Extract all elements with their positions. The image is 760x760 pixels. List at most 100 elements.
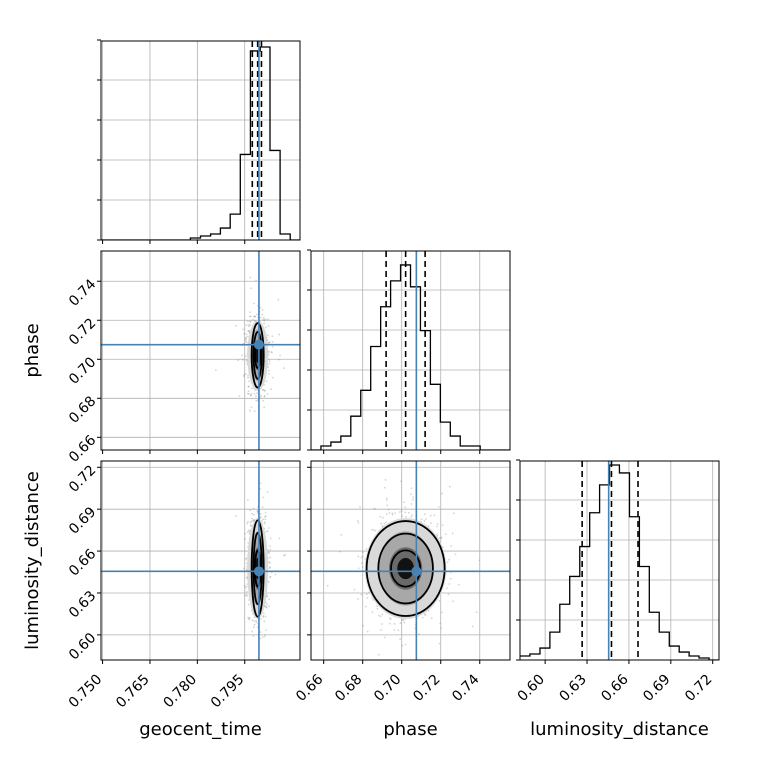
- sample-point: [255, 621, 258, 624]
- sample-point: [269, 561, 272, 564]
- y-axis-label-phase: phase: [22, 323, 43, 377]
- sample-point: [262, 319, 264, 321]
- sample-point: [265, 606, 268, 609]
- sample-point: [278, 333, 281, 336]
- sample-point: [453, 512, 455, 515]
- sample-point: [368, 591, 371, 594]
- sample-point: [246, 577, 248, 580]
- sample-point: [424, 614, 427, 616]
- sample-point: [253, 315, 256, 318]
- sample-point: [441, 524, 444, 527]
- sample-point: [256, 510, 259, 513]
- sample-point: [380, 629, 382, 631]
- sample-point: [247, 385, 250, 388]
- sample-point: [265, 606, 268, 608]
- sample-point: [449, 485, 451, 488]
- sample-point: [246, 522, 249, 525]
- sample-point: [245, 333, 248, 336]
- sample-point: [261, 308, 264, 311]
- sample-point: [381, 613, 384, 616]
- panel-content: [520, 461, 719, 660]
- panel-content: [101, 251, 300, 450]
- sample-point: [357, 521, 360, 524]
- sample-point: [253, 315, 256, 318]
- sample-point: [235, 324, 237, 327]
- sample-point: [252, 513, 255, 516]
- sample-point: [269, 548, 272, 551]
- sample-point: [389, 618, 392, 621]
- sample-point: [261, 636, 264, 638]
- sample-point: [410, 487, 413, 490]
- sample-point: [359, 506, 361, 508]
- sample-point: [265, 380, 268, 382]
- sample-point: [427, 525, 430, 527]
- sample-point: [279, 354, 281, 357]
- sample-point: [247, 616, 250, 619]
- sample-point: [440, 536, 443, 539]
- sample-point: [268, 341, 270, 344]
- hist-panel-luminosity_distance: 0.60 0.63 0.66 0.69 0.72: [515, 459, 720, 705]
- x-axis-label-geocent_time: geocent_time: [139, 719, 262, 740]
- panel-content: [311, 461, 510, 660]
- sample-point: [400, 480, 403, 483]
- y-tick-label: 0.68: [66, 393, 99, 426]
- x-tick-label: 0.68: [332, 672, 365, 705]
- sample-point: [248, 616, 251, 619]
- sample-point: [243, 584, 246, 587]
- sample-point: [418, 633, 420, 636]
- sample-point: [449, 577, 452, 580]
- sample-point: [404, 515, 407, 518]
- sample-point: [259, 618, 262, 620]
- sample-point: [253, 319, 256, 322]
- sample-point: [377, 653, 380, 656]
- sample-point: [251, 517, 253, 520]
- sample-point: [259, 482, 262, 485]
- sample-point: [400, 618, 403, 621]
- sample-point: [249, 311, 251, 314]
- sample-point: [366, 630, 369, 633]
- sample-point: [263, 394, 266, 397]
- sample-point: [271, 340, 274, 343]
- sample-point: [245, 373, 247, 376]
- x-tick-label: 0.765: [113, 672, 153, 712]
- sample-point: [447, 593, 450, 596]
- density-fill-3: [397, 557, 414, 580]
- sample-point: [262, 612, 265, 615]
- sample-point: [262, 399, 265, 402]
- y-tick-label: 0.74: [66, 276, 99, 309]
- sample-point: [256, 509, 259, 512]
- sample-point: [263, 318, 266, 321]
- sample-point: [249, 276, 252, 279]
- sample-point: [401, 619, 404, 622]
- sample-point: [389, 617, 391, 620]
- y-tick-label: 0.66: [66, 432, 99, 465]
- sample-point: [388, 512, 391, 514]
- sample-point: [407, 511, 410, 514]
- sample-point: [403, 621, 406, 624]
- histogram-step-geocent_time: [101, 46, 300, 240]
- sample-point: [259, 513, 262, 515]
- sample-point: [247, 603, 250, 606]
- sample-point: [438, 599, 441, 602]
- sample-point: [259, 637, 262, 640]
- x-tick-label: 0.750: [66, 672, 106, 712]
- sample-point: [365, 548, 368, 550]
- sample-point: [391, 513, 394, 516]
- sample-point: [263, 319, 266, 322]
- sample-point: [264, 511, 267, 514]
- sample-point: [267, 318, 270, 321]
- sample-point: [446, 587, 448, 590]
- sample-point: [247, 386, 250, 388]
- sample-point: [245, 324, 248, 327]
- sample-point: [245, 558, 247, 561]
- y-tick-label: 0.72: [66, 315, 99, 348]
- sample-point: [252, 518, 255, 521]
- sample-point: [269, 545, 271, 548]
- sample-point: [245, 585, 248, 588]
- sample-point: [371, 528, 373, 531]
- sample-point: [436, 532, 438, 535]
- sample-point: [262, 316, 265, 319]
- sample-point: [402, 501, 405, 504]
- sample-point: [259, 669, 261, 671]
- sample-point: [410, 516, 413, 518]
